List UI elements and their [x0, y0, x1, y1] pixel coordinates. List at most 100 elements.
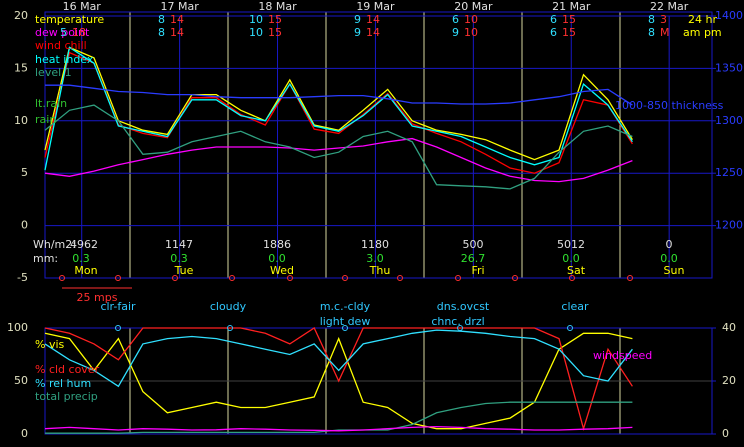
- daily-high: 14: [366, 13, 380, 26]
- decoration: [62, 12, 621, 434]
- day-name: Wed: [270, 264, 294, 277]
- day-name: Mon: [74, 264, 97, 277]
- legend-entry: heat index: [35, 53, 94, 66]
- row-label: Wh/m2:: [33, 238, 76, 251]
- y-tick-label: 20: [14, 9, 28, 22]
- daily-low: 5: [60, 26, 67, 39]
- legend-entry: temperature: [35, 13, 104, 26]
- daily-low: 6: [452, 13, 459, 26]
- y-tick-label: 0: [21, 427, 28, 440]
- x-tick-label: 18 Mar: [258, 0, 297, 13]
- daily-precip: 0.0: [268, 252, 286, 265]
- daily-precip: 0.3: [72, 252, 90, 265]
- daily-precip: 0.3: [170, 252, 188, 265]
- rain-symbol: [512, 275, 518, 281]
- plot-frame: [44, 11, 713, 279]
- rain-symbol: [627, 275, 633, 281]
- rain-symbol: [455, 275, 461, 281]
- daily-high: 14: [366, 26, 380, 39]
- y-tick-label: 10: [14, 114, 28, 127]
- condition-label: chnc. drzl: [431, 315, 484, 328]
- daily-low: 9: [354, 13, 361, 26]
- daily-low: 9: [354, 26, 361, 39]
- daily-low: 6: [550, 26, 557, 39]
- y2-tick-label: 1250: [715, 166, 743, 179]
- units: am pm: [683, 26, 722, 39]
- rain-symbol: [115, 275, 121, 281]
- condition-label: clr-fair: [100, 300, 136, 313]
- daily-high: 15: [562, 26, 576, 39]
- wind-scale-label: 25 mps: [77, 291, 118, 304]
- x-tick-label: 22 Mar: [650, 0, 689, 13]
- day-name: Sat: [567, 264, 586, 277]
- daily-low: 6: [550, 13, 557, 26]
- daily-high: 10: [464, 26, 478, 39]
- daily-low: 8: [158, 13, 165, 26]
- rain-symbol: [59, 275, 65, 281]
- y2-tick-label: 1200: [715, 219, 743, 232]
- y-tick-label: 5: [21, 166, 28, 179]
- daily-radiation: 5012: [557, 238, 585, 251]
- daily-radiation: 500: [463, 238, 484, 251]
- y2-tick-label: 1300: [715, 114, 743, 127]
- condition-symbol: [457, 325, 463, 331]
- daily-low: 10: [249, 26, 263, 39]
- y-tick-label: 100: [7, 321, 28, 334]
- y2-tick-label: 1350: [715, 61, 743, 74]
- series-line: [44, 329, 633, 388]
- condition-label: dns.ovcst: [437, 300, 490, 313]
- series-line: [44, 425, 633, 432]
- daily-high: 15: [268, 26, 282, 39]
- series-line: [45, 84, 633, 106]
- units: 24 hr: [688, 13, 717, 26]
- series-line: [44, 46, 633, 171]
- legend-entry: % cld cover: [35, 363, 100, 376]
- rain-symbol: [397, 275, 403, 281]
- legend-entry: dew point: [35, 26, 90, 39]
- series-line: [44, 137, 633, 183]
- condition-symbol: [227, 325, 233, 331]
- rain-symbol: [229, 275, 235, 281]
- series-line: [44, 46, 633, 161]
- condition-label: cloudy: [210, 300, 247, 313]
- legend-entry: % vis: [35, 338, 65, 351]
- day-name: Sun: [664, 264, 685, 277]
- daily-high: 3: [660, 13, 667, 26]
- series-line: [45, 401, 633, 434]
- daily-high: 15: [562, 13, 576, 26]
- daily-low: 10: [249, 13, 263, 26]
- daily-high: 14: [170, 13, 184, 26]
- x-tick-label: 17 Mar: [160, 0, 199, 13]
- y-tick-label: 50: [14, 374, 28, 387]
- condition-label: light dew: [320, 315, 371, 328]
- daily-high: M: [660, 26, 670, 39]
- y-tick-label: 15: [14, 61, 28, 74]
- rain-symbol: [172, 275, 178, 281]
- y2-tick-label: 40: [722, 321, 736, 334]
- legend-entry: wind chill: [35, 39, 87, 52]
- y-tick-label: 0: [21, 219, 28, 232]
- daily-precip: 0.0: [562, 252, 580, 265]
- day-name: Tue: [174, 264, 194, 277]
- series-line: [44, 51, 633, 174]
- daily-radiation: 4962: [70, 238, 98, 251]
- y2-tick-label: 1400: [715, 9, 743, 22]
- x-tick-label: 20 Mar: [454, 0, 493, 13]
- legend-entry: total precip: [35, 390, 98, 403]
- rain-symbol: [342, 275, 348, 281]
- daily-high: 18: [72, 26, 86, 39]
- daily-precip: 26.7: [461, 252, 486, 265]
- condition-symbol: [342, 325, 348, 331]
- day-name: Thu: [369, 264, 391, 277]
- x-tick-label: 19 Mar: [356, 0, 395, 13]
- x-tick-label: 21 Mar: [552, 0, 591, 13]
- daily-high: 14: [170, 26, 184, 39]
- daily-radiation: 1180: [361, 238, 389, 251]
- legend-entry: 1000-850 thickness: [615, 99, 724, 112]
- legend-entry: % rel hum: [35, 377, 91, 390]
- x-tick-label: 16 Mar: [63, 0, 102, 13]
- legend-entry: windspeed: [593, 349, 652, 362]
- daily-low: 8: [158, 26, 165, 39]
